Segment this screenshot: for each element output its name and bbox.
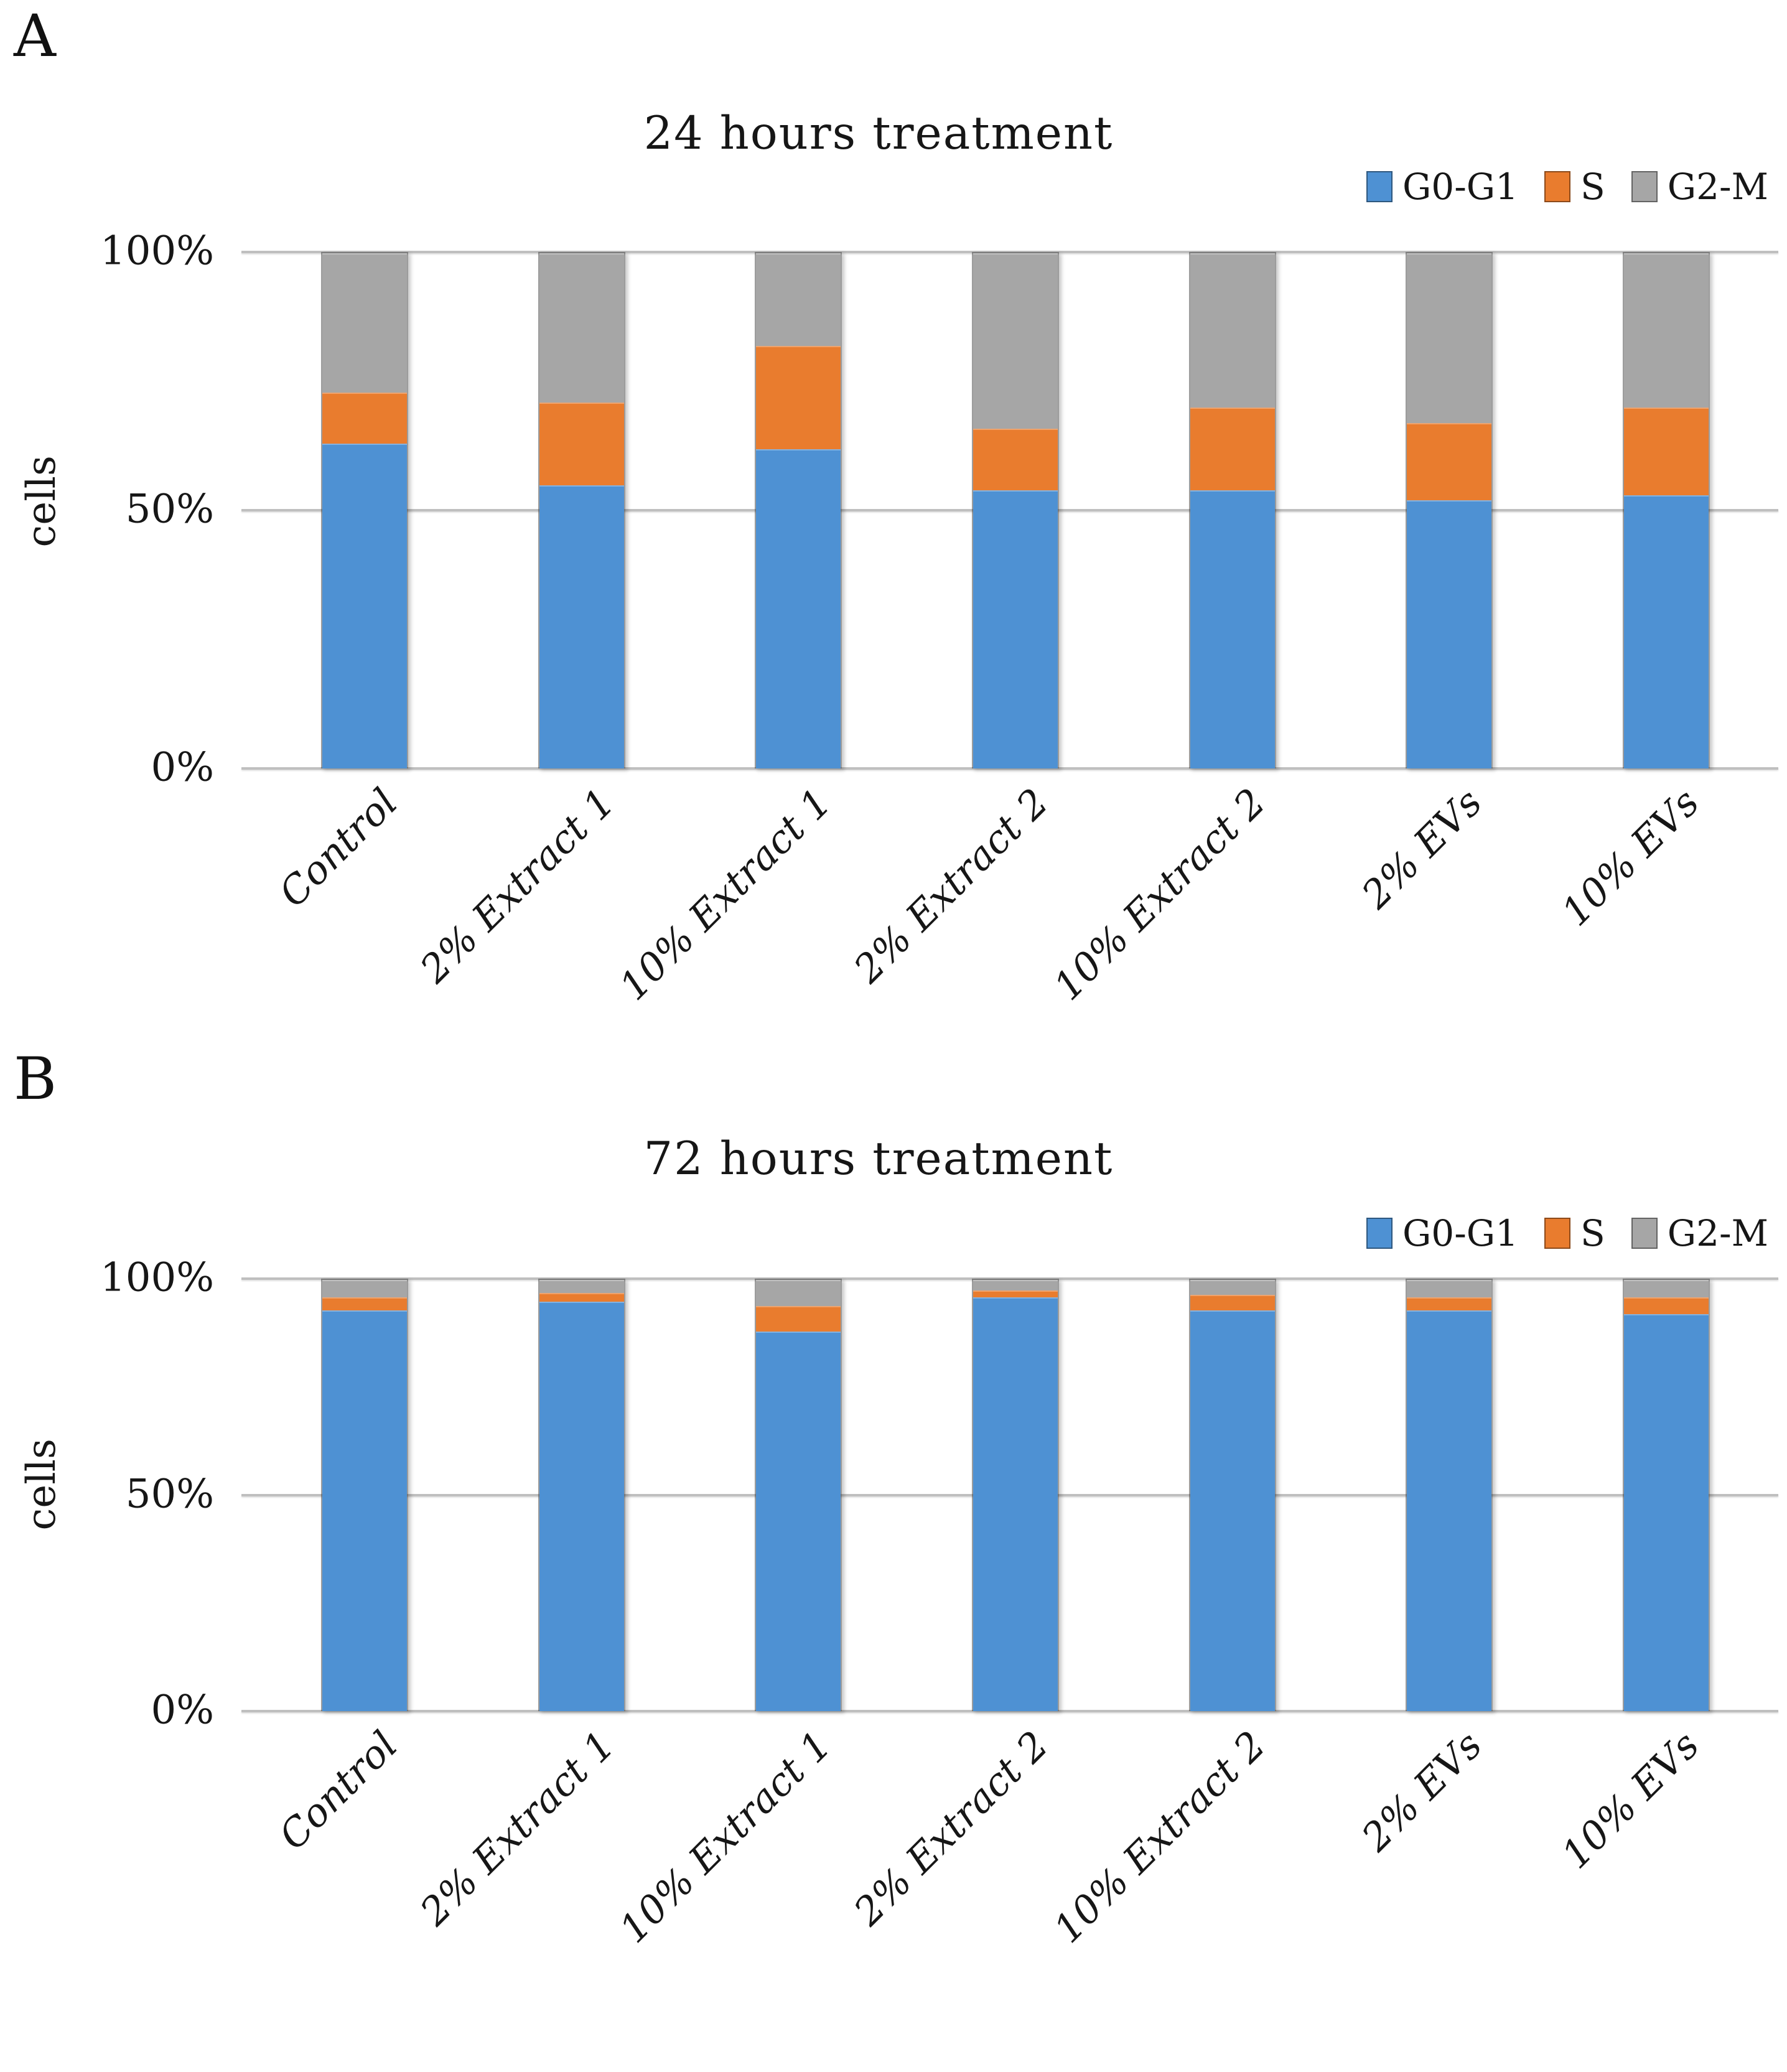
- bar-10-extract-2: [1188, 252, 1276, 768]
- bar-segment-g2-m: [322, 253, 408, 393]
- bar-10-evs: [1622, 252, 1710, 768]
- bar-10-extract-1: [755, 1279, 842, 1711]
- gridline-0: [241, 767, 1778, 770]
- chart-title-24h: 24 hours treatment: [643, 107, 1114, 160]
- legend-label-g2-m: G2-M: [1667, 1212, 1768, 1254]
- legend-swatch-g0-g1: [1366, 171, 1393, 202]
- plot-area-72h: 100% 50% 0% Control 2% Extract 1 10% Extract …: [100, 1255, 1778, 1951]
- bar-segment-g0-g1: [756, 449, 841, 768]
- bar-segment-g0-g1: [322, 444, 408, 768]
- bar-segment-g2-m: [1407, 1280, 1492, 1297]
- bar-segment-s: [756, 1305, 841, 1332]
- y-tick-label-50: 50%: [125, 486, 214, 533]
- bar-segment-g0-g1: [1407, 500, 1492, 768]
- bar-segment-g2-m: [322, 1280, 408, 1297]
- y-axis-title-72h: cells: [19, 1439, 65, 1531]
- bar-segment-s: [322, 1297, 408, 1310]
- legend-swatch-g2-m: [1631, 171, 1658, 202]
- bar-10-evs: [1622, 1279, 1710, 1711]
- bar-segment-g0-g1: [1190, 490, 1275, 768]
- y-axis-title-24h: cells: [19, 455, 65, 548]
- bar-segment-g0-g1: [973, 1297, 1058, 1711]
- bar-segment-g2-m: [539, 1280, 624, 1293]
- plot-area-24h: 100% 50% 0% Control 2% Extract 1 10% Extract …: [100, 228, 1778, 1009]
- legend-item-s: S: [1544, 1212, 1605, 1254]
- bar-segment-s: [322, 392, 408, 444]
- bar-control: [321, 252, 409, 768]
- legend-swatch-s: [1544, 1218, 1571, 1249]
- y-tick-label-50: 50%: [125, 1471, 214, 1518]
- legend-72h: G0-G1 S G2-M: [1366, 1212, 1768, 1254]
- bar-segment-g0-g1: [973, 490, 1058, 768]
- legend-item-g2-m: G2-M: [1631, 1212, 1768, 1254]
- bar-segment-s: [1623, 408, 1709, 496]
- gridline-100: [241, 1277, 1778, 1280]
- bar-2-evs: [1406, 1279, 1493, 1711]
- y-tick-label-100: 100%: [100, 228, 214, 274]
- bar-segment-g2-m: [539, 253, 624, 403]
- legend-swatch-g0-g1: [1366, 1218, 1393, 1249]
- legend-item-s: S: [1544, 166, 1605, 208]
- legend-item-g2-m: G2-M: [1631, 166, 1768, 208]
- bar-2-evs: [1406, 252, 1493, 768]
- bar-2-extract-1: [538, 1279, 625, 1711]
- bar-segment-g0-g1: [539, 1301, 624, 1711]
- bar-segment-g2-m: [1623, 253, 1709, 408]
- bar-segment-s: [539, 403, 624, 485]
- bar-segment-g2-m: [973, 1280, 1058, 1291]
- y-tick-label-100: 100%: [100, 1254, 214, 1301]
- bar-segment-s: [539, 1292, 624, 1302]
- legend-label-g2-m: G2-M: [1667, 166, 1768, 208]
- legend-label-s: S: [1580, 166, 1605, 208]
- gridline-0: [241, 1710, 1778, 1712]
- bar-control: [321, 1279, 409, 1711]
- bar-segment-g2-m: [973, 253, 1058, 429]
- bar-segment-g0-g1: [756, 1332, 841, 1711]
- bar-segment-s: [1623, 1297, 1709, 1315]
- bar-segment-s: [1190, 408, 1275, 490]
- legend-label-g0-g1: G0-G1: [1402, 166, 1519, 208]
- bar-10-extract-1: [755, 252, 842, 768]
- bar-segment-s: [1190, 1295, 1275, 1310]
- panel-label-a: A: [14, 2, 56, 70]
- legend-item-g0-g1: G0-G1: [1366, 1212, 1518, 1254]
- bar-2-extract-2: [972, 1279, 1059, 1711]
- bar-segment-s: [756, 346, 841, 449]
- legend-swatch-s: [1544, 171, 1571, 202]
- bar-segment-g2-m: [1190, 253, 1275, 408]
- bar-segment-g2-m: [756, 1280, 841, 1306]
- bar-segment-g0-g1: [1623, 495, 1709, 768]
- bar-segment-s: [1407, 423, 1492, 501]
- legend-24h: G0-G1 S G2-M: [1366, 166, 1768, 208]
- bar-segment-g2-m: [1190, 1280, 1275, 1295]
- legend-label-g0-g1: G0-G1: [1402, 1212, 1519, 1254]
- bar-segment-s: [1407, 1297, 1492, 1310]
- bar-segment-g2-m: [1623, 1280, 1709, 1297]
- bar-segment-g2-m: [1407, 253, 1492, 424]
- y-tick-label-0: 0%: [151, 744, 214, 791]
- legend-label-s: S: [1580, 1212, 1605, 1254]
- bar-segment-g0-g1: [539, 485, 624, 768]
- panel-label-b: B: [14, 1045, 57, 1113]
- bar-2-extract-1: [538, 252, 625, 768]
- bar-segment-g0-g1: [1190, 1310, 1275, 1711]
- chart-title-72h: 72 hours treatment: [643, 1132, 1114, 1185]
- bar-2-extract-2: [972, 252, 1059, 768]
- y-tick-label-0: 0%: [151, 1687, 214, 1734]
- bar-segment-g0-g1: [1407, 1310, 1492, 1711]
- bar-segment-g2-m: [756, 253, 841, 347]
- gridline-100: [241, 251, 1778, 253]
- bar-segment-s: [973, 428, 1058, 490]
- bar-segment-g0-g1: [322, 1310, 408, 1711]
- bar-10-extract-2: [1188, 1279, 1276, 1711]
- legend-item-g0-g1: G0-G1: [1366, 166, 1518, 208]
- bar-segment-s: [973, 1290, 1058, 1297]
- bar-segment-g0-g1: [1623, 1314, 1709, 1711]
- legend-swatch-g2-m: [1631, 1218, 1658, 1249]
